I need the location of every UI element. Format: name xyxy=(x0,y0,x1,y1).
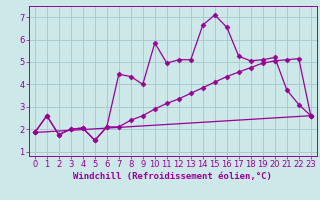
X-axis label: Windchill (Refroidissement éolien,°C): Windchill (Refroidissement éolien,°C) xyxy=(73,172,272,181)
